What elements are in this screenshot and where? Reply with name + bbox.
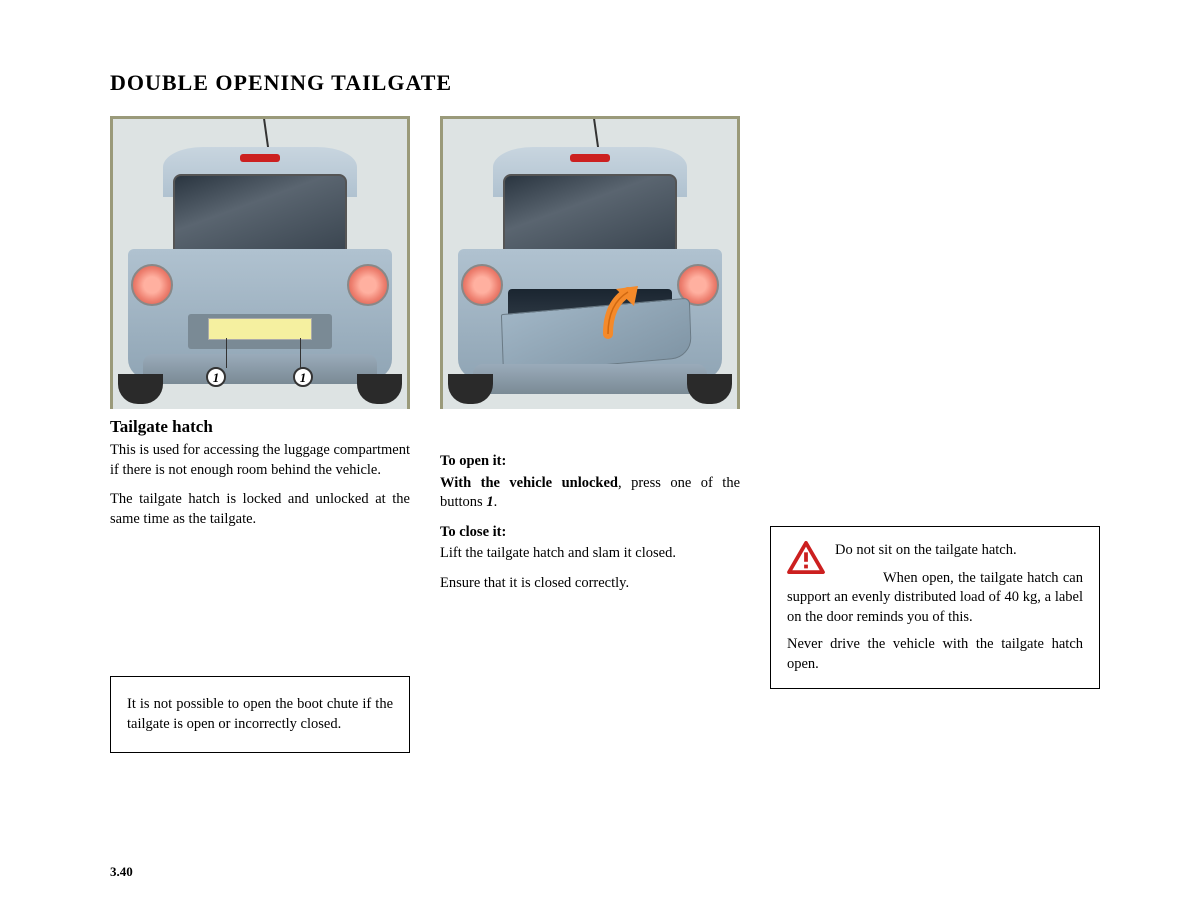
column-3: Do not sit on the tailgate hatch. When o… — [770, 116, 1090, 603]
warning-text-3: Never drive the vehicle with the tailgat… — [787, 635, 1083, 674]
wheel-right-icon — [357, 374, 402, 404]
callout-marker-1: 1 — [206, 367, 226, 387]
tailgate-hatch-description: This is used for accessing the luggage c… — [110, 441, 410, 480]
bumper — [143, 354, 377, 384]
content-columns: 1 1 Tailgate hatch This is used for acce… — [110, 116, 1090, 603]
to-open-text: With the vehicle unlocked, press one of … — [440, 474, 740, 513]
tailgate-hatch-lock-info: The tailgate hatch is locked and unlocke… — [110, 490, 410, 529]
wheel-left-icon — [448, 374, 493, 404]
illustration-frame-1: 1 1 — [110, 116, 410, 409]
tail-light-left-icon — [461, 264, 503, 306]
bumper — [473, 364, 707, 394]
direction-arrow-icon — [598, 284, 648, 339]
rear-window — [503, 174, 677, 254]
warning-text-2: When open, the tailgate hatch can suppor… — [787, 569, 1083, 628]
to-open-label: To open it: — [440, 452, 740, 472]
to-close-text-1: Lift the tailgate hatch and slam it clos… — [440, 544, 740, 564]
tail-light-right-icon — [347, 264, 389, 306]
page-number: 3.40 — [110, 864, 133, 880]
tail-light-left-icon — [131, 264, 173, 306]
warning-text-1: Do not sit on the tailgate hatch. — [787, 541, 1083, 561]
column-1: 1 1 Tailgate hatch This is used for acce… — [110, 116, 410, 603]
brake-light-icon — [570, 154, 610, 162]
wheel-right-icon — [687, 374, 732, 404]
column-2: To open it: With the vehicle unlocked, p… — [440, 116, 740, 603]
rear-window — [173, 174, 347, 254]
warning-triangle-icon — [787, 541, 825, 575]
license-plate — [208, 318, 312, 340]
callout-marker-1: 1 — [293, 367, 313, 387]
illustration-frame-2 — [440, 116, 740, 409]
note-text: It is not possible to open the boot chut… — [127, 696, 393, 732]
car-open-illustration — [443, 119, 737, 409]
callout-leader-line — [300, 338, 301, 368]
warning-box: Do not sit on the tailgate hatch. When o… — [770, 526, 1100, 689]
to-close-text-2: Ensure that it is closed correctly. — [440, 574, 740, 594]
to-close-label: To close it: — [440, 523, 740, 543]
boot-chute-note: It is not possible to open the boot chut… — [110, 676, 410, 753]
wheel-left-icon — [118, 374, 163, 404]
callout-leader-line — [226, 338, 227, 368]
tailgate-hatch-heading: Tailgate hatch — [110, 417, 410, 437]
page-title: DOUBLE OPENING TAILGATE — [110, 70, 1090, 96]
car-closed-illustration: 1 1 — [113, 119, 407, 409]
brake-light-icon — [240, 154, 280, 162]
